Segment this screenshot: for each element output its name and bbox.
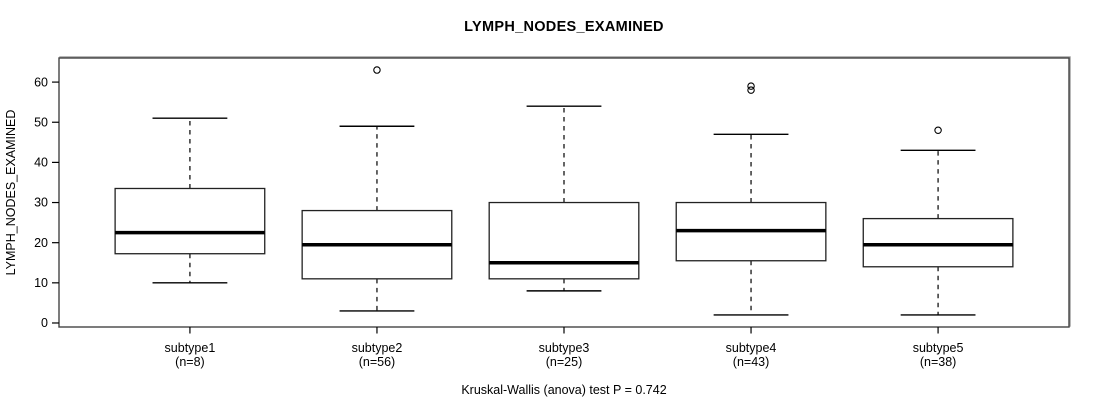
y-axis-label: LYMPH_NODES_EXAMINED [4,110,18,276]
y-tick-label: 0 [41,316,48,330]
outlier-point [747,82,755,90]
x-category-label: subtype3 [539,341,590,355]
y-tick-label: 20 [34,236,48,250]
outlier-point [747,86,755,94]
x-count-label: (n=38) [920,355,956,369]
x-count-label: (n=25) [546,355,582,369]
x-count-label: (n=56) [359,355,395,369]
stat-test-footnote: Kruskal-Wallis (anova) test P = 0.742 [461,383,667,397]
x-category-label: subtype4 [726,341,777,355]
y-tick-label: 30 [34,196,48,210]
outlier-point [934,126,942,135]
chart-title: LYMPH_NODES_EXAMINED [464,19,664,35]
y-tick-label: 10 [34,276,48,290]
iqr-box [114,187,266,255]
y-tick-label: 60 [34,75,48,89]
x-count-label: (n=8) [175,355,205,369]
y-tick-label: 40 [34,156,48,170]
iqr-box [488,201,640,280]
outlier-point [373,66,381,74]
iqr-box [862,217,1014,268]
x-category-label: subtype2 [352,341,403,355]
y-tick-label: 50 [34,115,48,129]
x-category-label: subtype5 [913,341,964,355]
x-category-label: subtype1 [165,341,216,355]
x-count-label: (n=43) [733,355,769,369]
